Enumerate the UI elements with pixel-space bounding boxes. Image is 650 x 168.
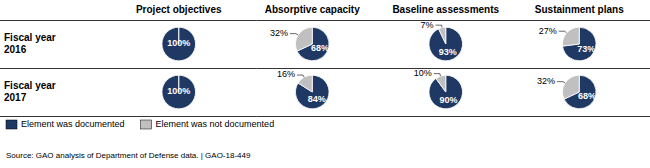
legend: Element was documented Element was not do… (6, 119, 274, 129)
row-label: Fiscal year2016 (4, 32, 56, 55)
pie-slice (562, 27, 579, 46)
pie: 73% 27% (539, 26, 596, 61)
pie: 93% 7% (421, 20, 463, 61)
pie: 100% (162, 75, 196, 109)
pie: 100% (162, 27, 196, 61)
pie-slice (295, 75, 329, 109)
data-label: 32% (270, 28, 288, 38)
row-label-line: 2017 (4, 92, 27, 103)
data-label: 84% (308, 94, 326, 104)
pie-slice (436, 75, 446, 92)
chart: Project objectives Absorptive capacity Bas… (0, 0, 650, 168)
leader-line (290, 34, 298, 35)
pie: 84% 16% (277, 69, 329, 108)
pie: 90% 10% (414, 68, 463, 109)
data-label: 90% (440, 95, 458, 105)
pie-slice (439, 27, 446, 44)
pie-slice (295, 27, 312, 51)
pie-slice (162, 27, 196, 61)
leader-line (434, 74, 441, 76)
column-headers: Project objectives Absorptive capacity Bas… (136, 4, 624, 15)
pie: 68% 32% (537, 75, 596, 109)
data-label: 73% (577, 44, 595, 54)
data-label: 32% (537, 76, 555, 86)
data-label: 10% (414, 68, 432, 78)
divider (0, 20, 650, 21)
legend-swatch (6, 120, 17, 129)
column-header: Sustainment plans (535, 4, 624, 15)
legend-entry: Element was not documented (156, 119, 275, 129)
annotation: Source: GAO analysis of Department of De… (6, 151, 251, 160)
row-label-line: Fiscal year (4, 32, 56, 43)
pie-slice (429, 75, 463, 109)
leader-line (557, 82, 565, 83)
data-label: 68% (578, 91, 596, 101)
data-label: 7% (421, 20, 434, 30)
divider (0, 68, 650, 69)
dividers (0, 21, 650, 117)
leader-line (297, 75, 304, 77)
pie-slice (563, 27, 596, 61)
pies: 100% 68% 32% 93% 7% 73% 27% 100% 84% 16% 90% 10% 68%… (162, 20, 596, 109)
data-label: 100% (167, 86, 190, 96)
pie-slice (562, 75, 579, 99)
legend-swatch (141, 120, 152, 129)
data-label: 16% (277, 69, 295, 79)
data-label: 93% (439, 47, 457, 57)
data-label: 100% (167, 38, 190, 48)
pie-slice (298, 75, 312, 92)
data-label: 68% (311, 43, 329, 53)
row-label-line: Fiscal year (4, 80, 56, 91)
data-label: 27% (539, 26, 557, 36)
legend-entry: Element was documented (21, 119, 125, 129)
row-label-line: 2016 (4, 44, 27, 55)
row-label: Fiscal year2017 (4, 80, 56, 103)
pie: 68% 32% (270, 27, 329, 61)
leader-line (436, 25, 443, 27)
leader-line (559, 31, 567, 33)
column-header: Project objectives (136, 4, 222, 15)
pie-slice (162, 75, 196, 109)
column-header: Absorptive capacity (265, 4, 360, 15)
column-header: Baseline assessments (392, 4, 499, 15)
divider (0, 116, 650, 117)
pie-slice (429, 27, 463, 61)
